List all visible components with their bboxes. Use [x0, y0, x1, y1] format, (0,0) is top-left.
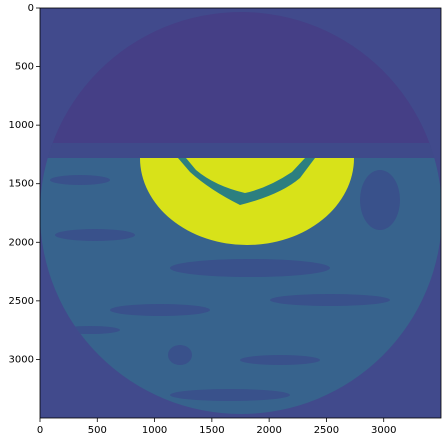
x-tick-label: 1000: [142, 425, 167, 436]
x-tick-label: 3000: [371, 425, 396, 436]
y-tick-label: 500: [15, 62, 34, 73]
y-tick-label: 1000: [9, 120, 34, 131]
y-tick-label: 1500: [9, 179, 34, 190]
x-tick-label: 0: [37, 425, 43, 436]
y-tick-label: 0: [28, 3, 34, 14]
y-tick-label: 2000: [9, 237, 34, 248]
y-tick-label: 3000: [9, 354, 34, 365]
x-tick-label: 2000: [256, 425, 281, 436]
chart: 0 500 1000 1500 2000 2500 3000 0 500 1000 1500 2000…: [0, 0, 442, 436]
x-tick-label: 1500: [199, 425, 224, 436]
x-tick-label: 2500: [314, 425, 339, 436]
x-tick-label: 500: [88, 425, 107, 436]
image: [40, 8, 441, 418]
y-tick-label: 2500: [9, 296, 34, 307]
